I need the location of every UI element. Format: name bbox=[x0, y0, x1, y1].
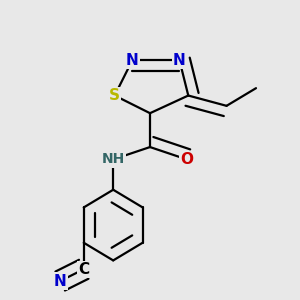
Text: NH: NH bbox=[102, 152, 125, 167]
Text: S: S bbox=[109, 88, 120, 103]
Text: O: O bbox=[180, 152, 193, 167]
Text: N: N bbox=[126, 53, 139, 68]
Text: C: C bbox=[78, 262, 89, 277]
Text: N: N bbox=[54, 274, 67, 289]
Text: N: N bbox=[173, 53, 186, 68]
